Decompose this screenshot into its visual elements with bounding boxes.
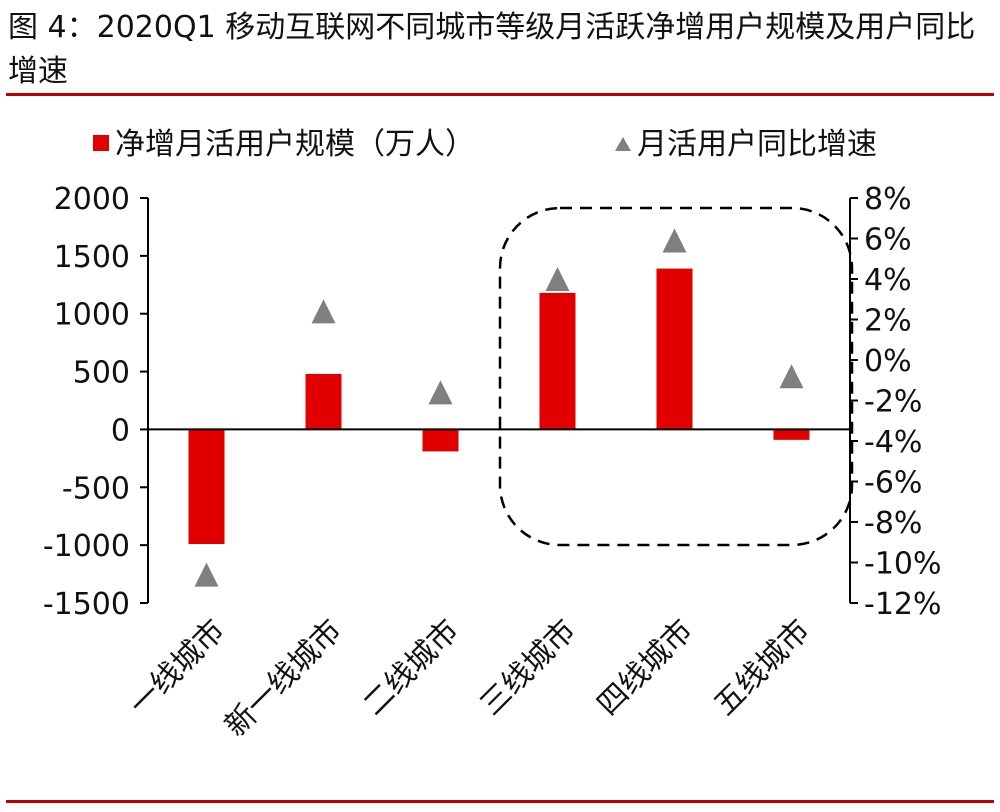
growth-marker bbox=[311, 299, 336, 324]
left-tick-label: 0 bbox=[111, 413, 130, 448]
category-label: 四线城市 bbox=[591, 613, 701, 723]
bar bbox=[773, 429, 810, 440]
legend-bar-label: 净增月活用户规模（万人） bbox=[115, 127, 475, 162]
right-tick-label: 2% bbox=[864, 304, 912, 339]
bar bbox=[305, 373, 342, 430]
growth-marker bbox=[194, 562, 219, 587]
right-tick-label: -6% bbox=[864, 466, 922, 501]
legend-triangle-swatch bbox=[615, 137, 631, 151]
left-tick-label: -500 bbox=[62, 471, 130, 506]
bar bbox=[422, 429, 459, 452]
left-tick-label: 500 bbox=[73, 356, 130, 391]
right-tick-label: 0% bbox=[864, 344, 912, 379]
growth-marker bbox=[428, 380, 453, 405]
growth-marker bbox=[662, 228, 687, 253]
title-rule bbox=[6, 93, 994, 96]
growth-marker bbox=[545, 267, 570, 291]
bar bbox=[539, 292, 576, 430]
right-tick-label: 4% bbox=[864, 263, 912, 298]
right-tick-label: -10% bbox=[864, 547, 942, 582]
chart-title: 图 4：2020Q1 移动互联网不同城市等级月活跃净增用户规模及用户同比增速 bbox=[8, 10, 976, 89]
right-tick-label: 6% bbox=[864, 223, 912, 258]
right-tick-label: -2% bbox=[864, 385, 922, 420]
highlight-box bbox=[498, 206, 854, 547]
bar bbox=[188, 429, 225, 544]
category-label: 二线城市 bbox=[357, 613, 467, 723]
category-label: 一线城市 bbox=[123, 613, 233, 723]
right-tick-label: -12% bbox=[864, 587, 942, 622]
left-tick-label: 2000 bbox=[54, 182, 130, 217]
category-label: 新一线城市 bbox=[218, 613, 349, 744]
legend: 净增月活用户规模（万人） 月活用户同比增速 bbox=[93, 127, 877, 162]
legend-triangle-label: 月活用户同比增速 bbox=[637, 127, 877, 162]
left-tick-label: 1000 bbox=[54, 298, 130, 333]
category-label: 三线城市 bbox=[474, 613, 584, 723]
left-tick-label: 1500 bbox=[54, 240, 130, 275]
right-tick-label: -4% bbox=[864, 425, 922, 460]
bottom-rule bbox=[6, 800, 994, 803]
left-tick-label: -1500 bbox=[43, 587, 130, 622]
legend-bar-swatch bbox=[93, 135, 109, 151]
category-label: 五线城市 bbox=[708, 613, 818, 723]
bar bbox=[656, 268, 693, 430]
left-tick-label: -1000 bbox=[43, 529, 130, 564]
right-tick-label: -8% bbox=[864, 506, 922, 541]
growth-marker bbox=[779, 364, 804, 389]
right-tick-label: 8% bbox=[864, 182, 912, 217]
